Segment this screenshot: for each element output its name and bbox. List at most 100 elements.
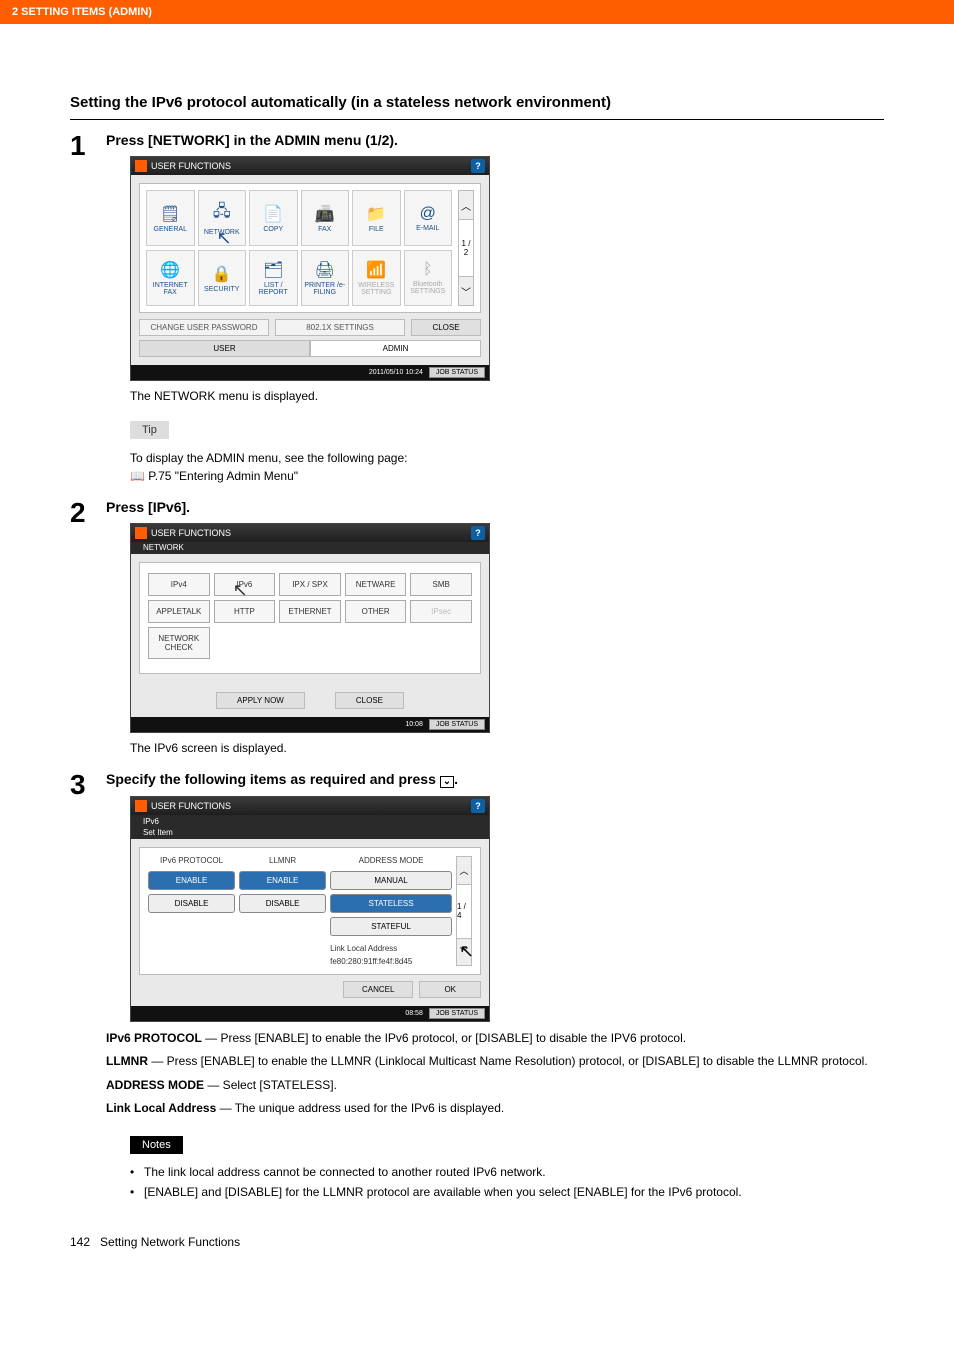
desc-link-local: Link Local Address — The unique address … <box>106 1100 884 1117</box>
desc-llmnr: LLMNR — Press [ENABLE] to enable the LLM… <box>106 1053 884 1070</box>
shot2-timestamp: 10:08 <box>405 721 423 728</box>
shot2-title: USER FUNCTIONS <box>151 528 231 538</box>
admin-icon-internet-fax[interactable]: 🌐INTERNET FAX <box>146 250 195 306</box>
admin-icon-general[interactable]: 🗒GENERAL <box>146 190 195 246</box>
job-status-button[interactable]: JOB STATUS <box>429 367 485 378</box>
dot1x-button[interactable]: 802.1X SETTINGS <box>275 319 405 336</box>
step-3: 3 Specify the following items as require… <box>70 771 884 1205</box>
screenshot-admin-menu: USER FUNCTIONS ? 🗒GENERAL🖧NETWORK↖📄COPY📠… <box>130 156 490 381</box>
step-2-title: Press [IPv6]. <box>106 499 884 515</box>
admin-icon-wireless-setting[interactable]: 📶 WIRELESS SETTING <box>352 250 401 306</box>
addr-manual[interactable]: MANUAL <box>330 871 452 890</box>
menu-label: INTERNET FAX <box>147 282 194 296</box>
cursor-icon: ↖ <box>233 580 248 601</box>
menu-label: SECURITY <box>204 286 239 293</box>
menu-label: Bluetooth SETTINGS <box>405 281 452 295</box>
ipv6-proto-disable[interactable]: DISABLE <box>148 894 235 913</box>
desc-address-mode: ADDRESS MODE — Select [STATELESS]. <box>106 1077 884 1094</box>
change-password-button[interactable]: CHANGE USER PASSWORD <box>139 319 269 336</box>
network-smb-button[interactable]: SMB <box>410 573 472 596</box>
network-other-button[interactable]: OTHER <box>345 600 407 623</box>
admin-icon-list-report[interactable]: 🗂LIST / REPORT <box>249 250 298 306</box>
llmnr-enable[interactable]: ENABLE <box>239 871 326 890</box>
shot1-timestamp: 2011/05/10 10:24 <box>369 369 423 376</box>
shot2-crumb: NETWORK <box>143 543 184 552</box>
addr-stateful[interactable]: STATEFUL <box>330 917 452 936</box>
help-icon[interactable]: ? <box>471 799 485 813</box>
menu-icon: 🗒 <box>160 204 180 224</box>
shot3-title: USER FUNCTIONS <box>151 801 231 811</box>
menu-label: LIST / REPORT <box>250 282 297 296</box>
job-status-button[interactable]: JOB STATUS <box>429 719 485 730</box>
menu-icon: @ <box>420 205 436 223</box>
help-icon[interactable]: ? <box>471 159 485 173</box>
menu-label: PRINTER /e-FILING <box>302 282 349 296</box>
cursor-icon: ↖ <box>459 941 474 962</box>
help-icon[interactable]: ? <box>471 526 485 540</box>
shot3-crumb2: Set Item <box>143 828 489 837</box>
menu-label: FAX <box>318 226 331 233</box>
menu-icon: 📶 <box>366 260 386 280</box>
menu-label: COPY <box>263 226 283 233</box>
close-button[interactable]: CLOSE <box>411 319 481 336</box>
tab-user[interactable]: USER <box>139 340 310 357</box>
menu-icon: 📠 <box>315 204 335 224</box>
network-netware-button[interactable]: NETWARE <box>345 573 407 596</box>
network-http-button[interactable]: HTTP <box>214 600 276 623</box>
apply-now-button[interactable]: APPLY NOW <box>216 692 305 709</box>
admin-icon-bluetooth-settings[interactable]: ᛒ Bluetooth SETTINGS <box>404 250 453 306</box>
llmnr-label: LLMNR <box>239 856 326 865</box>
menu-label: NETWORK <box>204 229 240 236</box>
tab-admin[interactable]: ADMIN <box>310 340 481 357</box>
network-check-button[interactable]: NETWORK CHECK <box>148 627 210 659</box>
menu-label: FILE <box>369 226 384 233</box>
shot3-crumb1: IPv6 <box>143 817 489 826</box>
menu-icon: 🖧 <box>213 200 231 227</box>
note-2: [ENABLE] and [DISABLE] for the LLMNR pro… <box>130 1184 884 1201</box>
admin-icon-security[interactable]: 🔒 SECURITY <box>198 250 247 306</box>
admin-icon-printer-e-filing[interactable]: 🖨 PRINTER /e-FILING <box>301 250 350 306</box>
admin-icon-fax[interactable]: 📠 FAX <box>301 190 350 246</box>
menu-icon: 📁 <box>366 204 386 224</box>
step-1-caption: The NETWORK menu is displayed. <box>130 389 884 403</box>
shot1-title: USER FUNCTIONS <box>151 161 231 171</box>
page-indicator: 1 / 2 <box>458 220 474 276</box>
step-1-title: Press [NETWORK] in the ADMIN menu (1/2). <box>106 132 884 148</box>
close-button[interactable]: CLOSE <box>335 692 404 709</box>
scroll-down[interactable]: ﹀↖ <box>456 938 472 967</box>
shot3-timestamp: 08:58 <box>405 1010 423 1017</box>
menu-icon: 🔒 <box>212 264 232 284</box>
section-title: Setting the IPv6 protocol automatically … <box>70 94 884 111</box>
admin-icon-network[interactable]: 🖧NETWORK↖ <box>198 190 247 246</box>
ipv6-proto-enable[interactable]: ENABLE <box>148 871 235 890</box>
network-ipx-spx-button[interactable]: IPX / SPX <box>279 573 341 596</box>
llmnr-disable[interactable]: DISABLE <box>239 894 326 913</box>
network-appletalk-button[interactable]: APPLETALK <box>148 600 210 623</box>
menu-icon: 🖨 <box>315 260 335 280</box>
link-local-label: Link Local Address <box>330 944 452 953</box>
admin-icon-e-mail[interactable]: @E-MAIL <box>404 190 453 246</box>
network-ipsec-button[interactable]: IPsec <box>410 600 472 623</box>
tip-line-1: To display the ADMIN menu, see the follo… <box>130 451 884 465</box>
step-2-caption: The IPv6 screen is displayed. <box>130 741 884 755</box>
menu-icon: ᛒ <box>423 261 433 279</box>
scroll-up[interactable]: ︿ <box>456 856 472 885</box>
cancel-button[interactable]: CANCEL <box>343 981 413 998</box>
scroll-up[interactable]: ︿ <box>458 190 474 220</box>
addr-mode-label: ADDRESS MODE <box>330 856 452 865</box>
network-ipv4-button[interactable]: IPv4 <box>148 573 210 596</box>
app-icon <box>135 800 147 812</box>
admin-icon-file[interactable]: 📁 FILE <box>352 190 401 246</box>
ok-button[interactable]: OK <box>419 981 481 998</box>
down-arrow-icon: ⌄ <box>440 776 454 788</box>
admin-icon-copy[interactable]: 📄COPY <box>249 190 298 246</box>
step-2-number: 2 <box>70 499 106 761</box>
menu-label: WIRELESS SETTING <box>353 282 400 296</box>
scroll-down[interactable]: ﹀ <box>458 276 474 306</box>
tip-line-2: 📖 P.75 "Entering Admin Menu" <box>130 469 884 483</box>
network-ipv6-button[interactable]: IPv6↖ <box>214 573 276 596</box>
job-status-button[interactable]: JOB STATUS <box>429 1008 485 1019</box>
app-icon <box>135 527 147 539</box>
addr-stateless[interactable]: STATELESS <box>330 894 452 913</box>
network-ethernet-button[interactable]: ETHERNET <box>279 600 341 623</box>
